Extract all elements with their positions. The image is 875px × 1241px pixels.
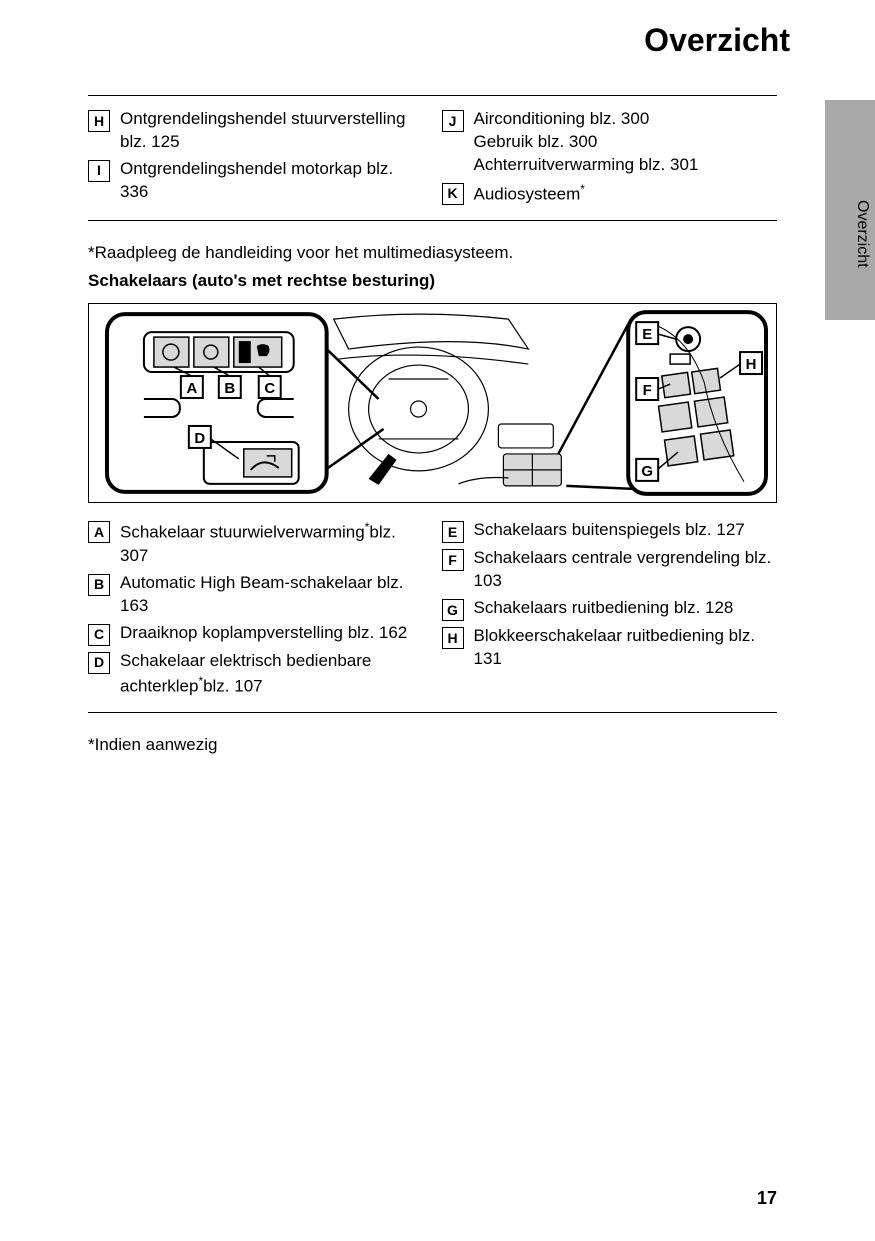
page-number: 17 <box>757 1188 777 1209</box>
callout-letter: J <box>442 110 464 132</box>
list-item: A Schakelaar stuurwielverwarming*blz. 30… <box>88 519 424 568</box>
list-item: B Automatic High Beam-schakelaar blz. 16… <box>88 572 424 618</box>
item-text: Audiosysteem* <box>474 181 778 207</box>
svg-text:D: D <box>194 430 205 447</box>
switches-diagram: A B C D <box>88 303 777 503</box>
list-item: D Schakelaar elektrisch bedienbare achte… <box>88 650 424 699</box>
item-line: Airconditioning blz. 300 <box>474 109 650 128</box>
svg-text:F: F <box>643 382 652 399</box>
list-item: H Ontgrendelingshendel stuurverstelling … <box>88 108 424 154</box>
footnote-if-present: *Indien aanwezig <box>88 735 777 755</box>
bottom-list-right-col: E Schakelaars buitenspiegels blz. 127 F … <box>442 515 778 702</box>
rule-bottom <box>88 712 777 713</box>
list-item: C Draaiknop koplampverstelling blz. 162 <box>88 622 424 646</box>
item-label-part: Schakelaar stuurwielverwarming <box>120 523 365 542</box>
rule-mid1 <box>88 220 777 221</box>
svg-text:E: E <box>642 326 652 343</box>
list-item: E Schakelaars buitenspiegels blz. 127 <box>442 519 778 543</box>
item-text: Airconditioning blz. 300 Gebruik blz. 30… <box>474 108 778 177</box>
callout-letter: K <box>442 183 464 205</box>
list-item: K Audiosysteem* <box>442 181 778 207</box>
item-label: Audiosysteem <box>474 184 581 203</box>
footnote-multimedia: *Raadpleeg de handleiding voor het multi… <box>88 243 777 263</box>
callout-letter: H <box>88 110 110 132</box>
callout-letter: I <box>88 160 110 182</box>
callout-letter: G <box>442 599 464 621</box>
item-text: Schakelaar stuurwielverwarming*blz. 307 <box>120 519 424 568</box>
item-text: Schakelaars centrale vergrendeling blz. … <box>474 547 778 593</box>
svg-text:G: G <box>641 463 653 480</box>
list-item: G Schakelaars ruitbediening blz. 128 <box>442 597 778 621</box>
asterisk-icon: * <box>580 182 585 196</box>
list-item: F Schakelaars centrale vergrendeling blz… <box>442 547 778 593</box>
item-text: Ontgrendelingshendel stuurverstelling bl… <box>120 108 424 154</box>
list-item: I Ontgrendelingshendel motorkap blz. 336 <box>88 158 424 204</box>
top-list-right-col: J Airconditioning blz. 300 Gebruik blz. … <box>442 104 778 210</box>
callout-letter: C <box>88 624 110 646</box>
callout-letter: F <box>442 549 464 571</box>
item-text: Schakelaar elektrisch bedienbare achterk… <box>120 650 424 699</box>
main-content: H Ontgrendelingshendel stuurverstelling … <box>88 95 777 763</box>
callout-letter: B <box>88 574 110 596</box>
section-heading: Schakelaars (auto's met rechtse besturin… <box>88 271 777 291</box>
list-item: J Airconditioning blz. 300 Gebruik blz. … <box>442 108 778 177</box>
item-text: Draaiknop koplampverstelling blz. 162 <box>120 622 424 645</box>
diagram-svg: A B C D <box>89 304 776 502</box>
bottom-list-left-col: A Schakelaar stuurwielverwarming*blz. 30… <box>88 515 424 702</box>
top-reference-list: H Ontgrendelingshendel stuurverstelling … <box>88 96 777 220</box>
svg-text:A: A <box>186 380 197 397</box>
top-list-left-col: H Ontgrendelingshendel stuurverstelling … <box>88 104 424 210</box>
item-line: Achterruitverwarming blz. 301 <box>474 155 699 174</box>
list-item: H Blokkeerschakelaar ruitbediening blz. … <box>442 625 778 671</box>
item-text: Schakelaars ruitbediening blz. 128 <box>474 597 778 620</box>
item-line: Gebruik blz. 300 <box>474 132 598 151</box>
callout-letter: A <box>88 521 110 543</box>
item-text: Schakelaars buitenspiegels blz. 127 <box>474 519 778 542</box>
bottom-reference-list: A Schakelaar stuurwielverwarming*blz. 30… <box>88 503 777 712</box>
svg-text:H: H <box>746 356 757 373</box>
item-label-part: blz. 107 <box>203 676 263 695</box>
callout-letter: H <box>442 627 464 649</box>
item-text: Automatic High Beam-schakelaar blz. 163 <box>120 572 424 618</box>
callout-letter: D <box>88 652 110 674</box>
svg-text:B: B <box>224 380 235 397</box>
thumb-tab-label: Overzicht <box>853 200 871 268</box>
callout-letter: E <box>442 521 464 543</box>
item-text: Ontgrendelingshendel motorkap blz. 336 <box>120 158 424 204</box>
page-title: Overzicht <box>644 22 790 59</box>
item-text: Blokkeerschakelaar ruitbediening blz. 13… <box>474 625 778 671</box>
svg-text:C: C <box>264 380 275 397</box>
